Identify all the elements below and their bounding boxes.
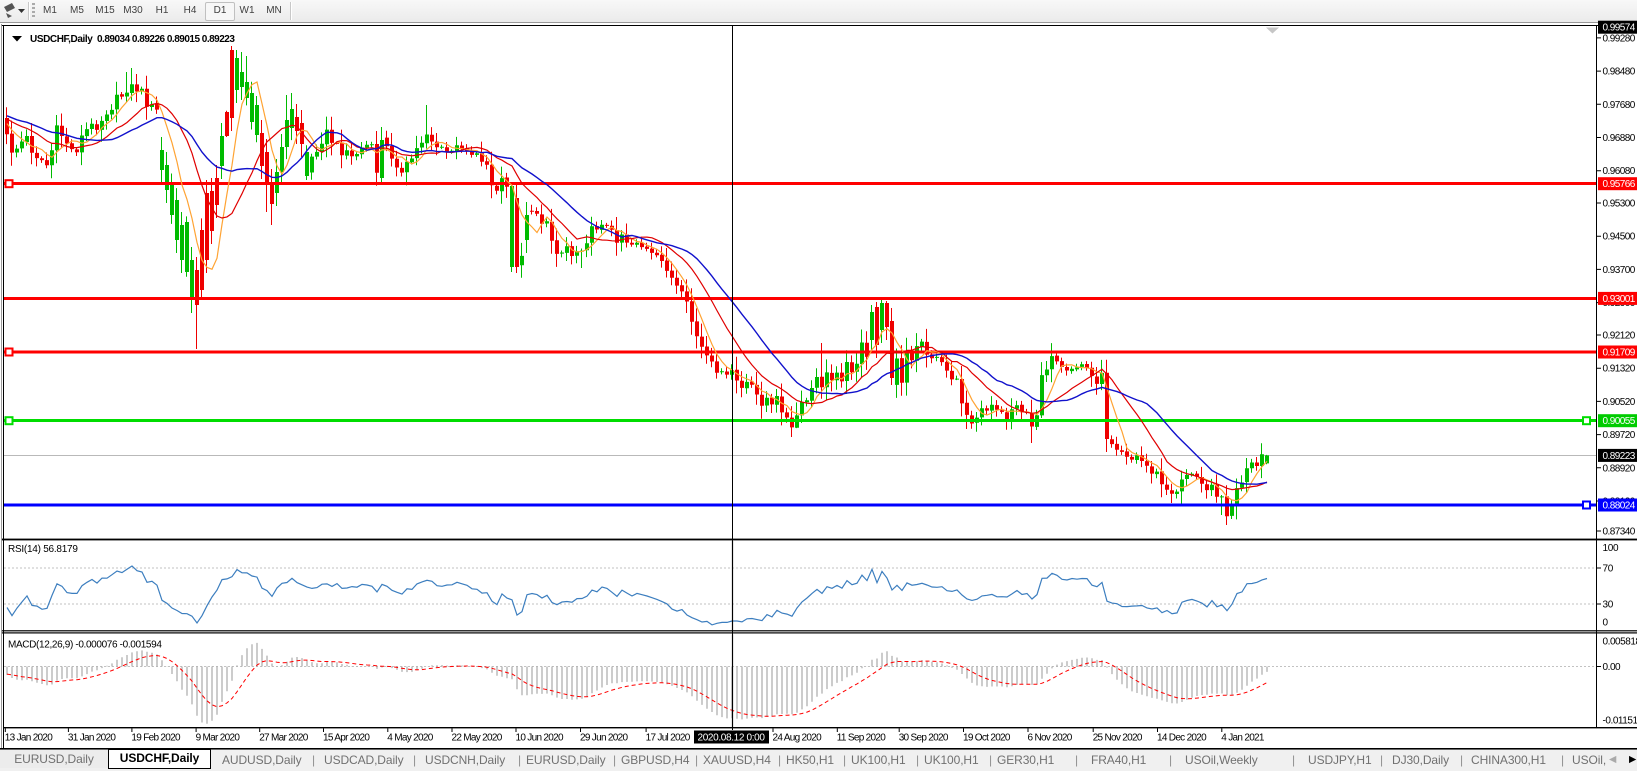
svg-text:11 Sep 2020: 11 Sep 2020 xyxy=(837,733,886,744)
svg-text:4 Jan 2021: 4 Jan 2021 xyxy=(1221,733,1265,744)
svg-text:70: 70 xyxy=(1603,564,1614,575)
svg-text:0.97680: 0.97680 xyxy=(1603,100,1636,111)
svg-text:19 Oct 2020: 19 Oct 2020 xyxy=(963,733,1011,744)
svg-text:30 Sep 2020: 30 Sep 2020 xyxy=(899,733,949,744)
svg-text:0.89720: 0.89720 xyxy=(1603,430,1636,441)
svg-text:27 Mar 2020: 27 Mar 2020 xyxy=(259,733,309,744)
svg-text:2020.08.12 0:00: 2020.08.12 0:00 xyxy=(698,733,766,744)
svg-text:0.88024: 0.88024 xyxy=(1603,501,1636,512)
svg-text:USDCHF,Daily: USDCHF,Daily xyxy=(30,34,93,45)
svg-text:0.00: 0.00 xyxy=(1603,662,1622,673)
svg-text:24 Aug 2020: 24 Aug 2020 xyxy=(773,733,823,744)
svg-text:0.91709: 0.91709 xyxy=(1603,348,1636,359)
svg-text:0.90055: 0.90055 xyxy=(1603,416,1636,427)
svg-text:0.89223: 0.89223 xyxy=(1603,451,1636,462)
svg-text:19 Feb 2020: 19 Feb 2020 xyxy=(131,733,181,744)
svg-text:100: 100 xyxy=(1603,543,1620,554)
svg-text:22 May 2020: 22 May 2020 xyxy=(452,733,503,744)
svg-text:0.94500: 0.94500 xyxy=(1603,232,1636,243)
svg-text:0.93700: 0.93700 xyxy=(1603,265,1636,276)
svg-text:0.88920: 0.88920 xyxy=(1603,463,1636,474)
svg-text:0: 0 xyxy=(1603,618,1609,629)
svg-text:30: 30 xyxy=(1603,600,1614,611)
svg-text:0.87340: 0.87340 xyxy=(1603,527,1636,538)
svg-text:10 Jun 2020: 10 Jun 2020 xyxy=(516,733,564,744)
svg-text:MACD(12,26,9) -0.000076 -0.001: MACD(12,26,9) -0.000076 -0.001594 xyxy=(8,640,162,651)
svg-text:6 Nov 2020: 6 Nov 2020 xyxy=(1028,733,1073,744)
svg-text:-0.011514: -0.011514 xyxy=(1603,716,1637,727)
svg-text:0.99280: 0.99280 xyxy=(1603,33,1636,44)
svg-text:0.93001: 0.93001 xyxy=(1603,294,1636,305)
svg-text:0.95300: 0.95300 xyxy=(1603,199,1636,210)
svg-text:31 Jan 2020: 31 Jan 2020 xyxy=(68,733,116,744)
svg-text:0.92120: 0.92120 xyxy=(1603,331,1636,342)
svg-text:RSI(14) 56.8179: RSI(14) 56.8179 xyxy=(8,544,78,555)
svg-text:0.99574: 0.99574 xyxy=(1603,23,1636,34)
svg-text:0.96080: 0.96080 xyxy=(1603,166,1636,177)
svg-text:15 Apr 2020: 15 Apr 2020 xyxy=(323,733,370,744)
svg-text:0.98480: 0.98480 xyxy=(1603,67,1636,78)
svg-text:0.005818: 0.005818 xyxy=(1603,637,1637,648)
svg-text:0.95766: 0.95766 xyxy=(1603,179,1636,190)
svg-text:9 Mar 2020: 9 Mar 2020 xyxy=(196,733,241,744)
svg-text:0.90520: 0.90520 xyxy=(1603,397,1636,408)
svg-text:0.89034 0.89226 0.89015 0.8922: 0.89034 0.89226 0.89015 0.89223 xyxy=(97,34,235,45)
svg-text:0.91320: 0.91320 xyxy=(1603,364,1636,375)
svg-text:17 Jul 2020: 17 Jul 2020 xyxy=(646,733,691,744)
svg-text:29 Jun 2020: 29 Jun 2020 xyxy=(580,733,628,744)
svg-text:14 Dec 2020: 14 Dec 2020 xyxy=(1157,733,1207,744)
svg-text:4 May 2020: 4 May 2020 xyxy=(387,733,433,744)
svg-text:0.96880: 0.96880 xyxy=(1603,133,1636,144)
svg-text:25 Nov 2020: 25 Nov 2020 xyxy=(1093,733,1143,744)
svg-text:13 Jan 2020: 13 Jan 2020 xyxy=(5,733,53,744)
